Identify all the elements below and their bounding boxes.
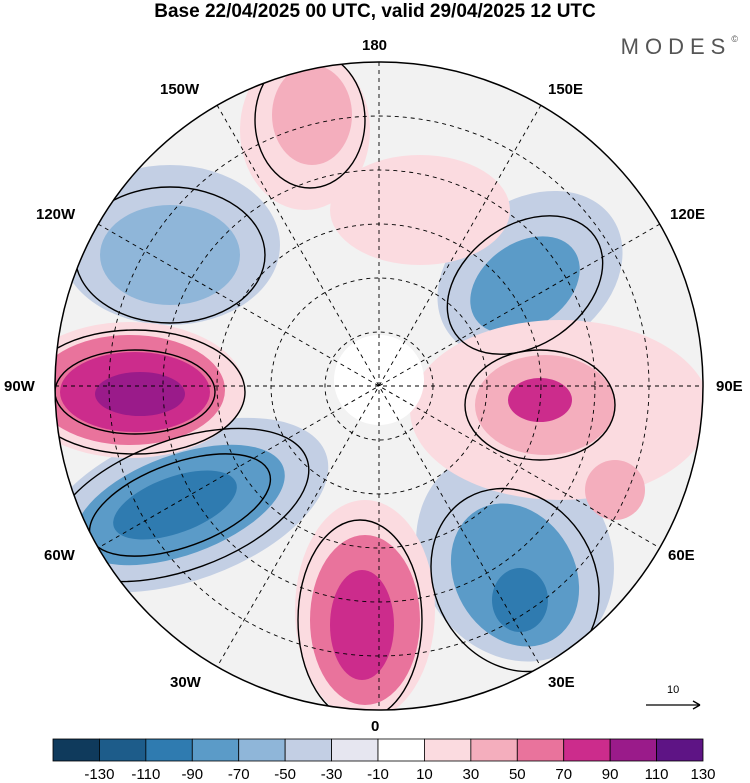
colorbar-swatch (516, 738, 565, 762)
anomaly-field (55, 62, 703, 710)
colorbar-tick-label: 50 (508, 766, 526, 783)
lon-label-150w: 150W (160, 81, 200, 98)
colorbar-swatch (470, 738, 518, 762)
polar-map (54, 61, 704, 711)
colorbar-tick-label: 130 (690, 766, 716, 783)
colorbar-swatch (52, 738, 100, 762)
colorbar-swatch (99, 738, 147, 762)
colorbar-swatch (145, 738, 193, 762)
brand-name: MODES (620, 34, 732, 59)
colorbar-tick-label: 10 (416, 766, 433, 783)
colorbar-tick-label: -50 (274, 766, 296, 783)
colorbar-tick-label: -70 (227, 766, 250, 783)
brand-mark: © (731, 34, 738, 44)
colorbar-tick-label: -110 (131, 766, 161, 783)
anomaly-low-30e-core (492, 568, 548, 632)
lon-label-120e: 120E (670, 206, 706, 223)
colorbar-tick-label: -10 (367, 766, 389, 783)
anomaly-high-60e (585, 460, 645, 520)
lon-label-30e: 30E (548, 674, 575, 691)
reference-vector-label: 10 (667, 684, 680, 696)
lon-label-60e: 60E (668, 547, 695, 564)
colorbar-tick-label: -130 (84, 766, 115, 783)
lon-label-0: 0 (371, 718, 380, 735)
reference-vector-arrow (646, 700, 701, 710)
colorbar-swatch (191, 738, 240, 762)
map-title: Base 22/04/2025 00 UTC, valid 29/04/2025… (154, 1, 596, 22)
colorbar-tick-label: 90 (601, 766, 619, 783)
colorbar-swatch (563, 738, 611, 762)
lon-label-30w: 30W (170, 674, 201, 691)
colorbar (52, 738, 704, 762)
anomaly-high-165w-core (272, 65, 352, 165)
brand-logo: MODES© (621, 34, 738, 60)
anomaly-high-90w-core (95, 372, 185, 416)
anomaly-low-120w-core (100, 205, 240, 305)
anomaly-high-0-core (330, 570, 394, 680)
lon-label-150e: 150E (548, 81, 584, 98)
lon-label-90e: 90E (716, 378, 743, 395)
lon-label-120w: 120W (36, 206, 76, 223)
lon-label-180: 180 (362, 37, 388, 54)
colorbar-swatch (377, 738, 425, 762)
lon-label-60w: 60W (44, 547, 75, 564)
colorbar-swatch (609, 738, 657, 762)
graticule (55, 62, 703, 710)
colorbar-tick-label: -30 (320, 766, 343, 783)
colorbar-swatch (284, 738, 332, 762)
colorbar-tick-label: 110 (644, 766, 669, 783)
colorbar-swatch (238, 738, 286, 762)
pole-region (334, 335, 424, 425)
colorbar-swatch (424, 738, 472, 762)
anomaly-high-90e-core (508, 378, 572, 422)
map-boundary (54, 61, 704, 711)
colorbar-tick-label: -90 (181, 766, 204, 783)
colorbar-tick-label: 30 (462, 766, 480, 783)
colorbar-tick-label: 70 (555, 766, 573, 783)
lon-label-90w: 90W (4, 378, 35, 395)
colorbar-swatch (656, 738, 704, 762)
colorbar-swatch (331, 738, 379, 762)
anomaly-low-120e-core (470, 236, 580, 334)
anomaly-low-60w-core (113, 470, 237, 540)
